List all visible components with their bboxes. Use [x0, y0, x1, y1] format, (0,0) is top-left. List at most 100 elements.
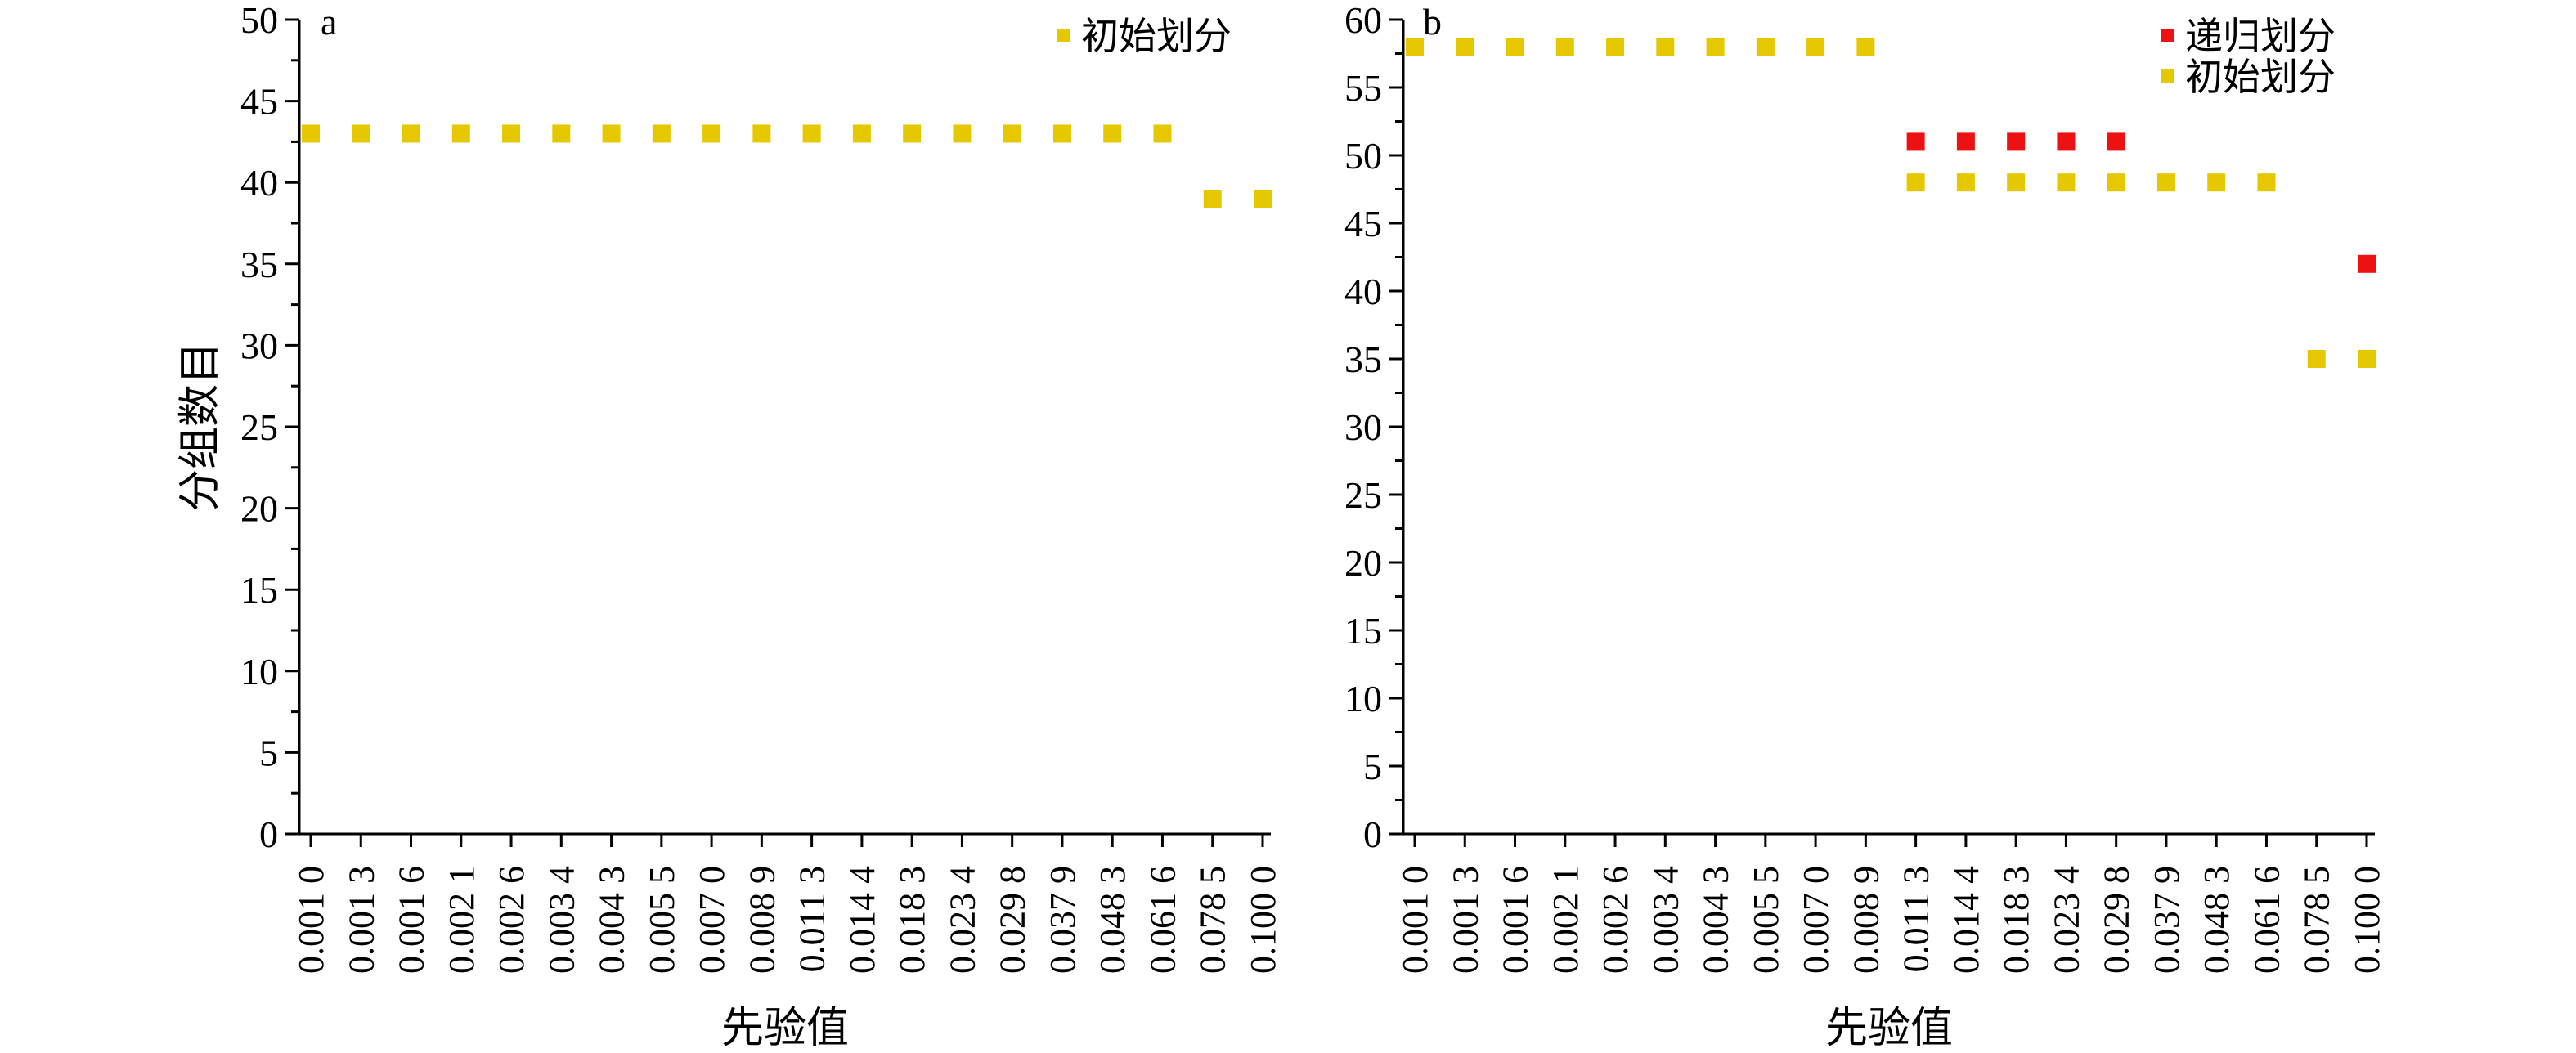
data-point [953, 124, 972, 143]
data-point [2057, 132, 2076, 151]
y-tick-label: 40 [1344, 271, 1382, 312]
x-tick-label: 0.011 3 [792, 866, 832, 972]
x-tick-label: 0.023 4 [942, 866, 982, 974]
x-tick-label: 0.061 6 [1142, 866, 1183, 974]
data-point [2257, 173, 2276, 192]
data-point [1606, 38, 1625, 56]
x-tick-label: 0.003 4 [1645, 866, 1685, 974]
y-tick-label: 20 [1344, 542, 1382, 584]
legend-label: 初始划分 [1081, 16, 1232, 57]
x-tick-label: 0.029 8 [2097, 866, 2137, 974]
x-tick-label: 0.001 0 [291, 866, 331, 974]
y-tick-label: 35 [1344, 338, 1382, 380]
x-tick-label: 0.005 5 [642, 866, 682, 974]
data-point [2107, 132, 2125, 151]
legend-marker [2161, 69, 2174, 83]
data-point [1806, 38, 1825, 56]
data-point [2107, 173, 2125, 192]
data-point [1756, 38, 1775, 56]
y-tick-label: 30 [240, 325, 278, 366]
x-tick-label: 0.023 4 [2046, 866, 2086, 974]
data-point [1956, 173, 1975, 192]
x-tick-label: 0.037 9 [2147, 866, 2187, 974]
y-tick-label: 15 [240, 569, 278, 611]
data-point [502, 124, 521, 143]
legend-label: 初始划分 [2185, 56, 2336, 98]
x-tick-label: 0.003 4 [541, 866, 581, 974]
y-tick-label: 35 [240, 244, 278, 285]
x-tick-label: 0.002 6 [1595, 866, 1636, 974]
y-tick-label: 50 [1344, 135, 1382, 177]
x-tick-label: 0.078 5 [2297, 866, 2337, 974]
y-tick-label: 25 [240, 406, 278, 448]
data-point [1906, 173, 1925, 192]
x-tick-label: 0.037 9 [1043, 866, 1083, 974]
data-point [1153, 124, 1172, 143]
data-point [302, 124, 320, 143]
data-point [1656, 38, 1675, 56]
x-axis-title: 先验值 [721, 1006, 849, 1052]
data-point [352, 124, 370, 143]
data-point [752, 124, 771, 143]
data-point [2307, 350, 2326, 368]
x-tick-label: 0.061 6 [2246, 866, 2287, 974]
x-tick-label: 0.005 5 [1746, 866, 1786, 974]
data-point [903, 124, 922, 143]
y-tick-label: 25 [1344, 474, 1382, 516]
x-tick-label: 0.001 3 [1445, 866, 1485, 974]
data-point [802, 124, 821, 143]
y-tick-label: 55 [1344, 67, 1382, 109]
x-tick-label: 0.004 3 [1696, 866, 1736, 974]
x-tick-label: 0.018 3 [1996, 866, 2036, 974]
x-tick-label: 0.029 8 [993, 866, 1033, 974]
data-point [451, 124, 470, 143]
x-tick-label: 0.100 0 [1243, 866, 1283, 974]
x-tick-label: 0.048 3 [2197, 866, 2237, 974]
x-tick-label: 0.018 3 [892, 866, 932, 974]
y-tick-label: 5 [259, 732, 278, 773]
y-tick-label: 10 [240, 651, 278, 692]
y-tick-label: 30 [1344, 406, 1382, 448]
data-point [402, 124, 420, 143]
data-point [1506, 38, 1524, 56]
x-tick-label: 0.002 1 [1546, 866, 1586, 974]
x-tick-label: 0.014 4 [1946, 866, 1986, 974]
chart-panel-b: 0 5 10 15 20 25 30 35 40 45 50 55 60 0.001 0 0.001 3 0.… [1344, 0, 2387, 1052]
x-tick-label: 0.100 0 [2347, 866, 2387, 974]
y-tick-label: 60 [1344, 0, 1382, 41]
data-point [2156, 173, 2175, 192]
x-tick-label: 0.007 0 [1796, 866, 1836, 974]
data-point [1555, 38, 1574, 56]
y-axis-title: 分组数目 [177, 342, 224, 512]
x-tick-label: 0.008 9 [1846, 866, 1886, 974]
data-point [2358, 350, 2376, 368]
x-tick-label: 0.001 3 [341, 866, 381, 974]
x-tick-label: 0.002 6 [491, 866, 532, 974]
y-tick-label: 20 [240, 488, 278, 530]
data-point [552, 124, 571, 143]
x-tick-label: 0.001 0 [1395, 866, 1435, 974]
y-tick-label: 45 [240, 81, 278, 123]
panel-label: a [321, 1, 337, 43]
data-point [1906, 132, 1925, 151]
y-tick-label: 0 [1363, 813, 1382, 855]
data-point [602, 124, 621, 143]
data-point [2007, 132, 2026, 151]
data-point [1456, 38, 1474, 56]
legend-marker [1057, 29, 1070, 42]
x-tick-label: 0.048 3 [1093, 866, 1133, 974]
data-point [852, 124, 871, 143]
data-point [1052, 124, 1071, 143]
x-tick-label: 0.014 4 [842, 866, 882, 974]
x-tick-label: 0.001 6 [1496, 866, 1536, 974]
x-tick-label: 0.004 3 [592, 866, 632, 974]
data-point [2358, 254, 2376, 273]
data-point [1254, 190, 1272, 208]
y-tick-label: 5 [1363, 746, 1382, 787]
y-tick-label: 0 [259, 813, 278, 855]
x-tick-label: 0.007 0 [692, 866, 732, 974]
y-tick-label: 15 [1344, 610, 1382, 652]
x-tick-label: 0.002 1 [442, 866, 482, 974]
data-point [1203, 190, 1222, 208]
y-tick-label: 10 [1344, 678, 1382, 719]
